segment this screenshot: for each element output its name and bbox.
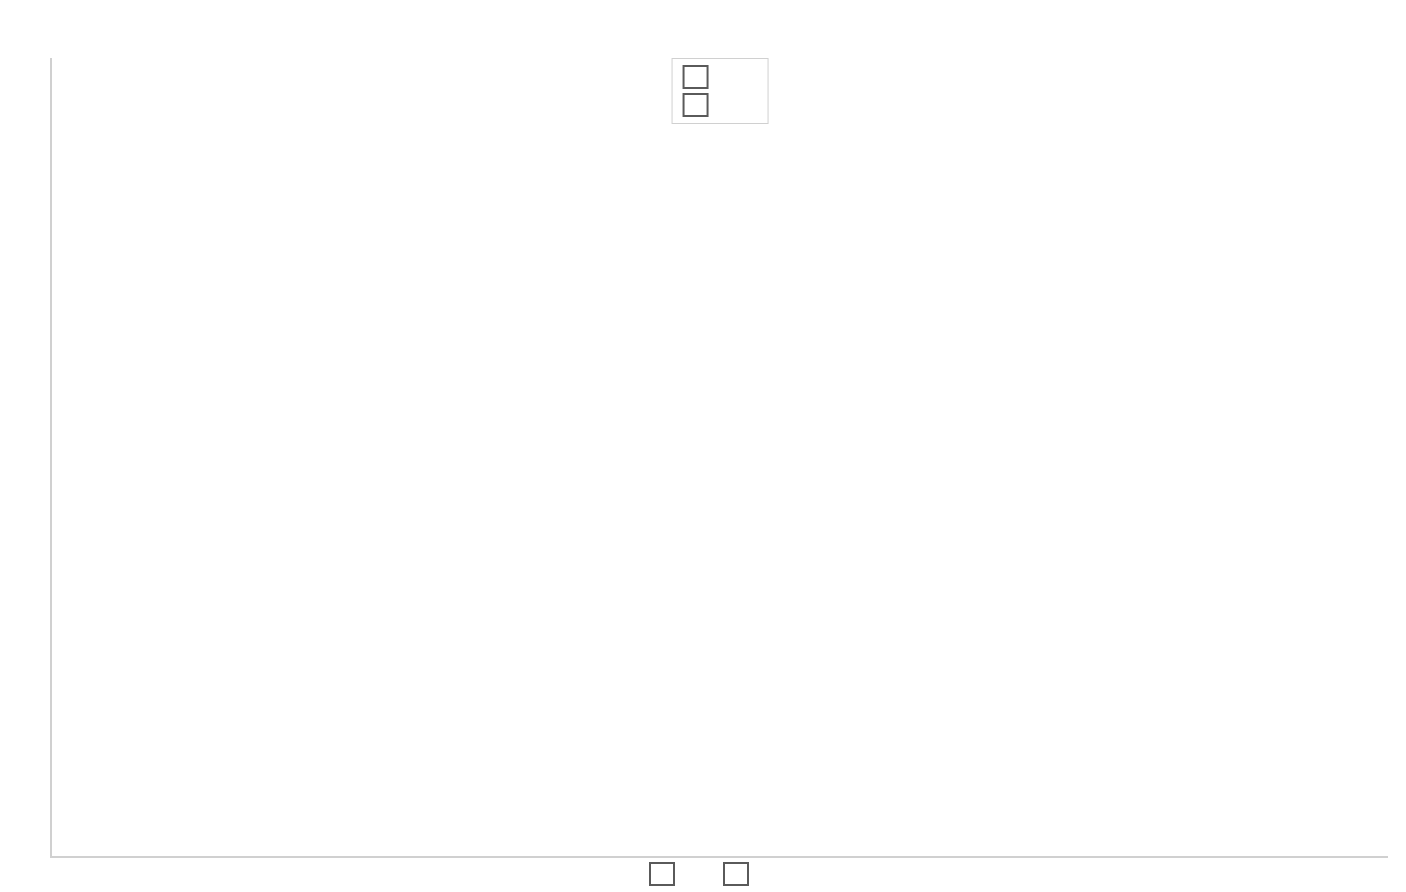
series-swatch-icon bbox=[649, 862, 675, 886]
series-legend bbox=[649, 862, 757, 886]
series-legend-item bbox=[649, 862, 683, 886]
series-swatch-icon bbox=[683, 93, 709, 117]
series-swatch-icon bbox=[723, 862, 749, 886]
correlation-legend-row bbox=[683, 63, 758, 91]
series-legend-item bbox=[723, 862, 757, 886]
plot-inner bbox=[52, 58, 1388, 856]
chart-plot-area bbox=[50, 58, 1388, 858]
correlation-legend bbox=[672, 58, 769, 124]
correlation-legend-row bbox=[683, 91, 758, 119]
series-swatch-icon bbox=[683, 65, 709, 89]
